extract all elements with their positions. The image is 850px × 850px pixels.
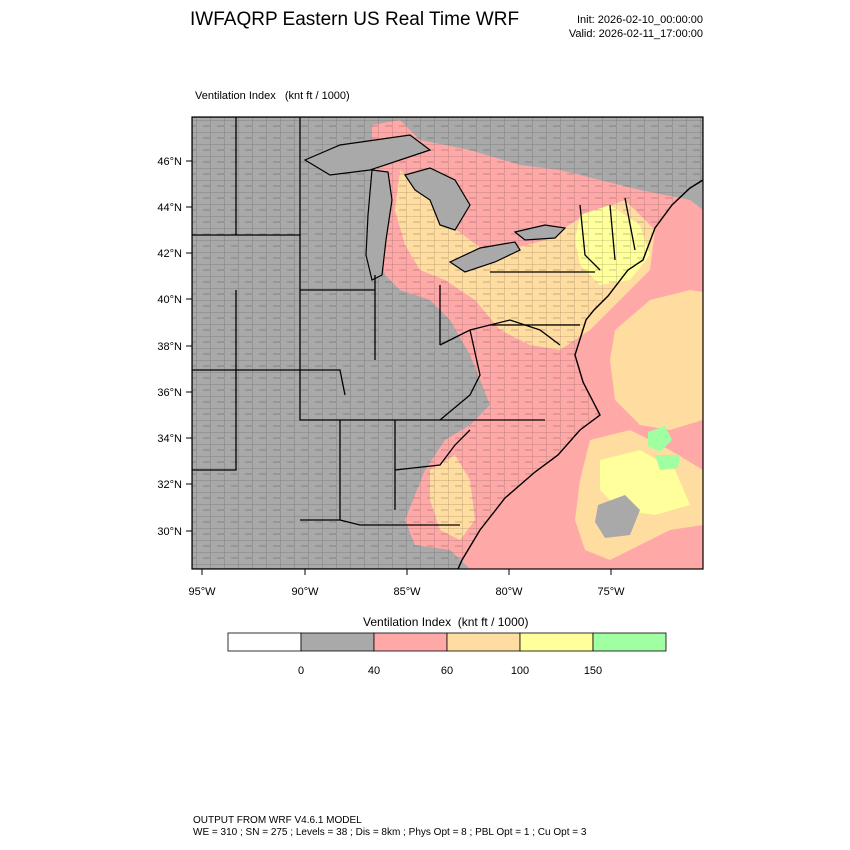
legend-tick-label: 60 [441, 665, 453, 677]
lat-tick-label: 38°N [157, 341, 182, 353]
valid-time: Valid: 2026-02-11_17:00:00 [568, 28, 703, 40]
legend-color-box [446, 632, 521, 652]
state-borders [192, 117, 636, 526]
lat-tick-label: 32°N [157, 479, 182, 491]
lon-tick-label: 90°W [291, 586, 319, 598]
model-version: OUTPUT FROM WRF V4.6.1 MODEL [193, 815, 362, 826]
lat-axis: 46°N 44°N 42°N 40°N 38°N 36°N 34°N 32°N … [157, 156, 192, 538]
lake-michigan [365, 169, 393, 281]
county-lines [192, 117, 703, 569]
level-60-100-ocean [610, 290, 703, 430]
lat-tick-label: 30°N [157, 526, 182, 538]
lake-superior [303, 134, 432, 176]
map-frame [191, 116, 704, 570]
color-legend: 0 40 60 100 150 [227, 632, 667, 677]
legend-color-box [519, 632, 594, 652]
great-lakes [303, 134, 567, 281]
map-area [192, 117, 703, 569]
model-config: WE = 310 ; SN = 275 ; Levels = 38 ; Dis … [193, 827, 587, 838]
lon-tick-label: 85°W [393, 586, 421, 598]
legend-color-box [227, 632, 302, 652]
lat-tick-label: 34°N [157, 433, 182, 445]
lon-tick-label: 95°W [188, 586, 216, 598]
legend-color-box [373, 632, 448, 652]
field-label: Ventilation Index (knt ft / 1000) [195, 90, 350, 102]
legend-tick-label: 40 [368, 665, 380, 677]
lat-tick-label: 44°N [157, 202, 182, 214]
lake-huron [404, 167, 471, 231]
legend-tick-label: 100 [511, 665, 529, 677]
lon-tick-label: 80°W [495, 586, 523, 598]
lake-ontario [513, 224, 567, 241]
lon-axis: 95°W 90°W 85°W 80°W 75°W [188, 569, 625, 598]
lon-tick-label: 75°W [597, 586, 625, 598]
legend-color-box [300, 632, 375, 652]
lat-tick-label: 40°N [157, 294, 182, 306]
lat-tick-label: 42°N [157, 248, 182, 260]
init-time: Init: 2026-02-10_00:00:00 [577, 14, 703, 26]
map-title: IWFAQRP Eastern US Real Time WRF [190, 9, 520, 30]
run-times: Init: 2026-02-10_00:00:00 Valid: 2026-02… [540, 13, 703, 41]
model-info: OUTPUT FROM WRF V4.6.1 MODEL WE = 310 ; … [193, 815, 586, 839]
legend-tick-label: 150 [584, 665, 602, 677]
level-150-plus-region [648, 426, 680, 470]
ocean-gray-patch [595, 495, 640, 538]
legend-title: Ventilation Index (knt ft / 1000) [363, 615, 529, 629]
legend-tick-label: 0 [298, 665, 304, 677]
lat-tick-label: 46°N [157, 156, 182, 168]
legend-color-box [592, 632, 667, 652]
lake-erie [448, 241, 521, 273]
lat-tick-label: 36°N [157, 387, 182, 399]
